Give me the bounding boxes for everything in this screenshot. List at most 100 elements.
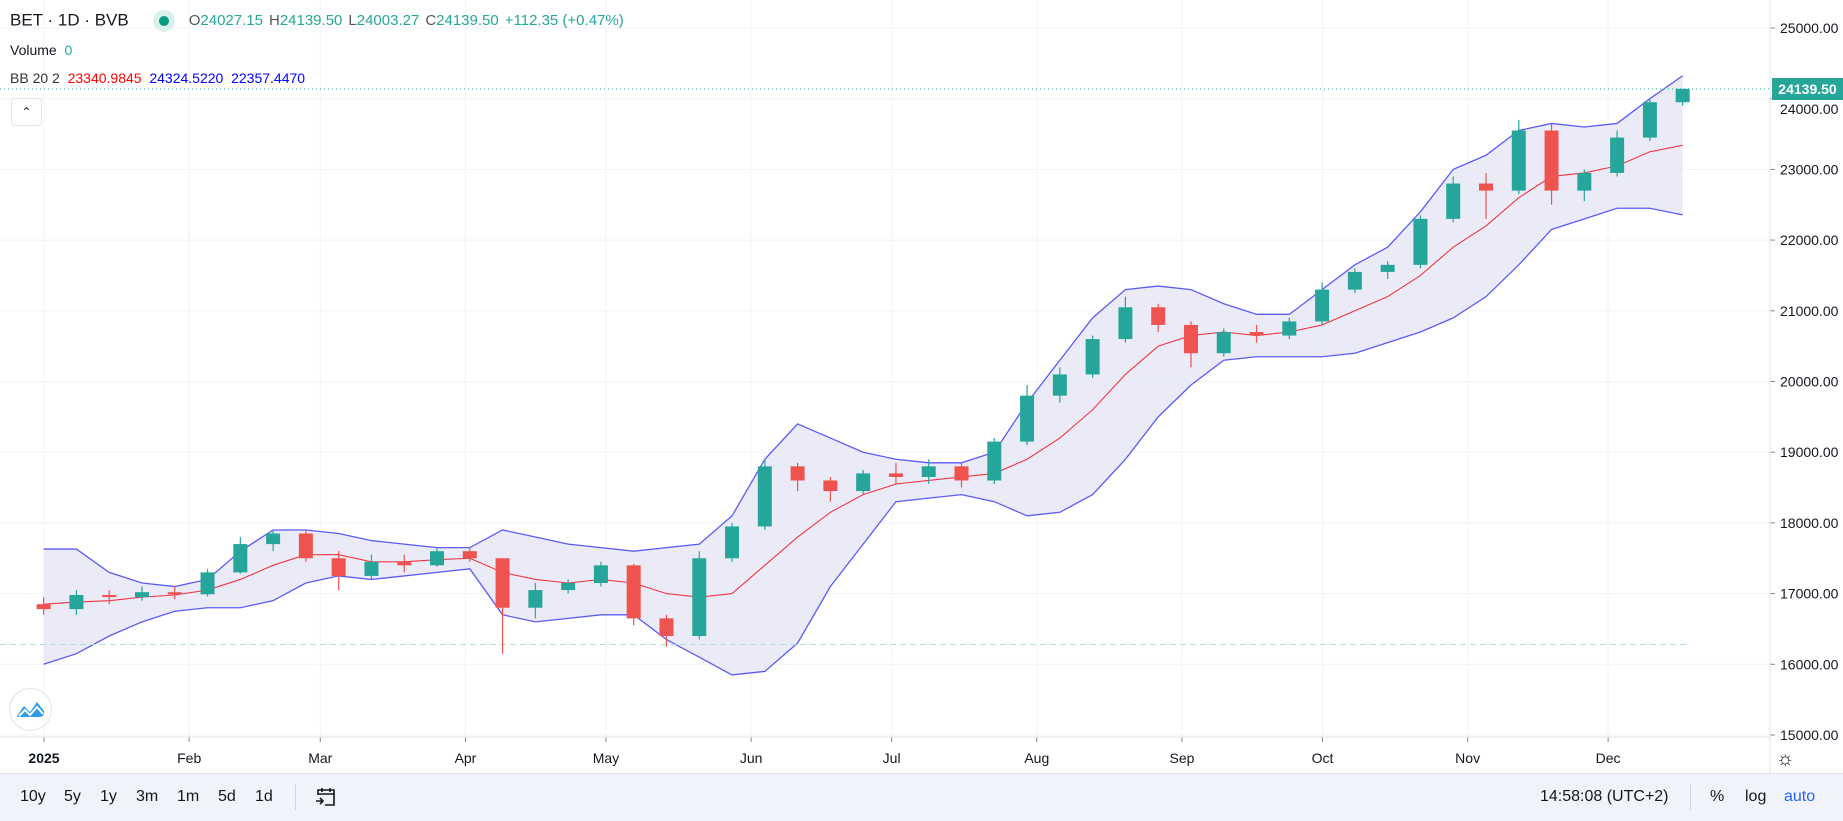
candle: [593, 561, 608, 587]
candle-body: [430, 551, 445, 566]
candle-body: [1413, 218, 1428, 265]
y-tick-label: 24000.00: [1780, 101, 1839, 117]
x-tick-label: Apr: [455, 750, 477, 766]
candle-body: [659, 618, 674, 637]
candle-body: [298, 533, 313, 559]
candle: [462, 547, 477, 562]
close-value: 24139.50: [436, 12, 499, 30]
open-value: 24027.15: [200, 12, 263, 30]
collapse-legend-button[interactable]: ⌃: [11, 98, 42, 126]
bb-lower-line: [43, 207, 1683, 676]
candle-body: [266, 533, 281, 545]
candle-body: [856, 473, 871, 492]
symbol-title[interactable]: BET · 1D · BVB: [10, 10, 129, 30]
candle: [298, 529, 313, 562]
candle: [1675, 88, 1690, 106]
candle-body: [790, 466, 805, 481]
candle-body: [1675, 88, 1690, 103]
candle-body: [36, 604, 51, 610]
candle: [1216, 328, 1231, 357]
candle-body: [1118, 307, 1133, 340]
range-5d-button[interactable]: 5d: [218, 788, 236, 805]
high-value: 24139.50: [279, 12, 343, 30]
candle-body: [1216, 332, 1231, 354]
volume-label: Volume: [10, 42, 57, 58]
open-label: O: [188, 12, 201, 30]
candle-body: [69, 595, 84, 610]
percent-scale-button[interactable]: %: [1710, 788, 1725, 805]
range-10y-button[interactable]: 10y: [20, 788, 46, 805]
range-1d-button[interactable]: 1d: [255, 788, 273, 805]
x-tick-label: Nov: [1455, 750, 1480, 766]
x-tick-label: Sep: [1170, 750, 1195, 766]
candle: [1478, 172, 1493, 219]
candle: [987, 438, 1002, 485]
candle: [1183, 321, 1198, 368]
candle: [69, 590, 84, 615]
range-1m-button[interactable]: 1m: [177, 788, 200, 805]
chevron-up-icon: ⌃: [21, 105, 32, 119]
last-price-label: 24139.50: [1772, 77, 1843, 100]
candle-body: [1347, 271, 1362, 290]
bottom-toolbar: 10y 5y 1y 3m 1m 5d 1d 14:58:08 (UTC+2) %…: [0, 773, 1843, 821]
calendar-goto-icon[interactable]: [314, 785, 338, 814]
candle-body: [1544, 130, 1559, 191]
candle: [921, 459, 936, 485]
candle-body: [1315, 289, 1330, 322]
x-tick-label: Dec: [1596, 750, 1621, 766]
auto-scale-button[interactable]: auto: [1784, 788, 1816, 805]
y-tick-label: 19000.00: [1780, 444, 1839, 460]
candle-body: [1020, 395, 1035, 442]
candle: [1642, 98, 1657, 142]
candle-body: [495, 558, 510, 608]
candle: [659, 614, 674, 647]
x-tick-label: Aug: [1024, 750, 1049, 766]
tradingview-logo-icon[interactable]: [9, 688, 52, 731]
candle-body: [593, 565, 608, 583]
clock-time[interactable]: 14:58:08 (UTC+2): [1540, 788, 1669, 805]
candle: [1380, 261, 1395, 279]
candle-body: [528, 590, 543, 608]
settings-gear-icon[interactable]: ☼: [1776, 748, 1795, 770]
candle: [430, 547, 445, 567]
change-value: +112.35 (+0.47%): [504, 12, 624, 30]
log-scale-button[interactable]: log: [1745, 788, 1767, 805]
x-tick-label: Jun: [740, 750, 763, 766]
y-tick-label: 20000.00: [1780, 374, 1839, 390]
candle-body: [987, 441, 1002, 481]
candle-body: [1183, 324, 1198, 354]
y-tick-label: 21000.00: [1780, 303, 1839, 319]
x-tick-label: Feb: [177, 750, 201, 766]
range-3m-button[interactable]: 3m: [136, 788, 159, 805]
price-chart[interactable]: 15000.00 16000.00 17000.00 18000.00 19000.00…: [0, 0, 1843, 773]
range-5y-button[interactable]: 5y: [64, 788, 81, 805]
candle: [102, 590, 117, 605]
candle-body: [921, 466, 936, 477]
candle: [1151, 303, 1166, 333]
volume-legend[interactable]: Volume 0: [10, 42, 72, 58]
candle: [692, 551, 707, 640]
symbol-legend[interactable]: BET · 1D · BVB O24027.15 H24139.50 L24003.2…: [10, 10, 630, 32]
candle: [495, 558, 510, 654]
candle: [1249, 324, 1264, 343]
candle: [1577, 169, 1592, 202]
market-status-icon[interactable]: [152, 10, 175, 32]
candle: [1347, 268, 1362, 294]
candle: [725, 522, 740, 562]
candle: [1085, 335, 1100, 378]
candle-body: [888, 473, 903, 477]
candle-body: [954, 466, 969, 481]
candle-body: [1151, 307, 1166, 325]
bb-legend[interactable]: BB 20 2 23340.9845 24324.5220 22357.4470: [10, 70, 305, 86]
y-tick-label: 16000.00: [1780, 656, 1839, 672]
candle: [36, 597, 51, 615]
candle-body: [626, 565, 641, 619]
candle: [528, 582, 543, 619]
candle-body: [692, 558, 707, 637]
bb-lower-value: 22357.4470: [231, 70, 306, 86]
candle: [1511, 119, 1526, 195]
candle: [331, 551, 346, 591]
range-1y-button[interactable]: 1y: [100, 788, 117, 805]
candle-body: [1380, 264, 1395, 272]
candle-body: [1052, 374, 1067, 396]
